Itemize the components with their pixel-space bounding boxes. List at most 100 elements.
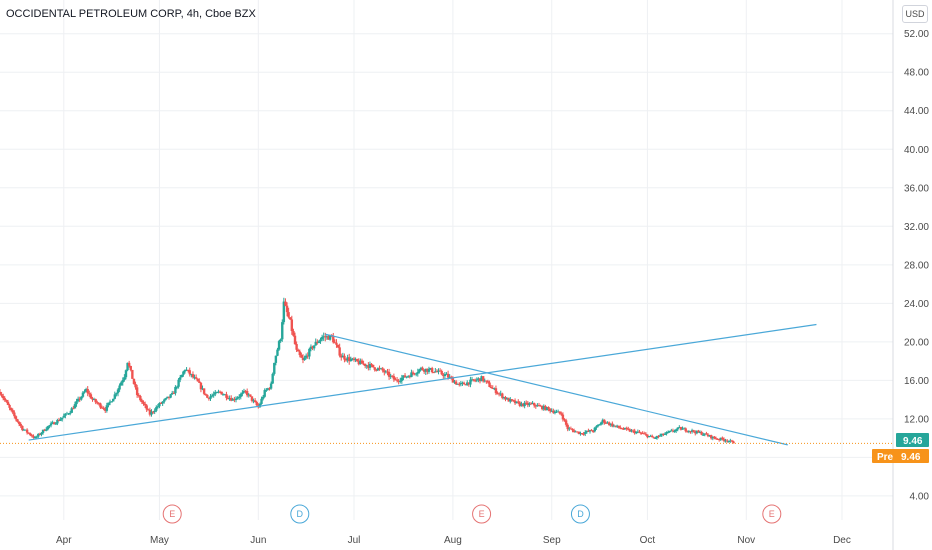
candle-body bbox=[298, 351, 301, 356]
candle-body bbox=[405, 376, 408, 378]
candle-body bbox=[352, 358, 356, 361]
price-tick-label: 48.00 bbox=[904, 68, 929, 79]
candle-body bbox=[21, 425, 24, 430]
time-tick-label: Oct bbox=[640, 535, 656, 546]
candle-body bbox=[670, 430, 673, 432]
candle-body bbox=[319, 339, 322, 342]
candle-body bbox=[483, 380, 486, 382]
candle-body bbox=[526, 402, 530, 406]
candle-body bbox=[569, 428, 573, 430]
candle-body bbox=[489, 386, 493, 389]
candle-body bbox=[633, 430, 636, 434]
candle-body bbox=[96, 402, 99, 404]
candle-body bbox=[491, 388, 494, 390]
candle-body bbox=[292, 330, 295, 336]
candle-body bbox=[654, 437, 657, 439]
candle-body bbox=[641, 433, 644, 435]
candle-body bbox=[78, 398, 81, 400]
candle-body bbox=[601, 419, 604, 423]
candle-body bbox=[214, 392, 217, 395]
candle-body bbox=[143, 403, 147, 406]
candle-body bbox=[378, 368, 381, 370]
candle-body bbox=[196, 378, 199, 382]
earnings-marker bbox=[162, 504, 182, 524]
candle-body bbox=[260, 398, 263, 404]
candle-body bbox=[43, 429, 46, 431]
candle-body bbox=[167, 396, 171, 398]
candle-body bbox=[649, 435, 652, 437]
candle-body bbox=[276, 349, 279, 356]
candle-body bbox=[139, 395, 142, 401]
candle-body bbox=[598, 424, 601, 426]
candle-body bbox=[518, 402, 522, 406]
candle-body bbox=[194, 377, 198, 379]
currency-button[interactable]: USD bbox=[902, 5, 928, 23]
candle-body bbox=[660, 433, 663, 436]
candle-body bbox=[351, 358, 354, 360]
candle-body bbox=[255, 402, 258, 406]
price-tick-label: 44.00 bbox=[904, 106, 929, 117]
candle-body bbox=[540, 405, 544, 410]
candle-body bbox=[579, 433, 582, 435]
candle-body bbox=[717, 439, 721, 441]
candle-body bbox=[27, 432, 30, 434]
candle-body bbox=[655, 436, 659, 438]
candle-body bbox=[0, 391, 2, 395]
candle-body bbox=[647, 436, 651, 438]
time-axis[interactable]: Apr May Jun Jul Aug Sep Oct Nov Dec bbox=[56, 535, 851, 546]
candle-body bbox=[0, 394, 3, 396]
candle-body bbox=[212, 394, 215, 396]
pre-market-price: 9.46 bbox=[901, 452, 921, 463]
candle-body bbox=[215, 392, 219, 394]
candle-body bbox=[576, 431, 579, 433]
pre-market-badge bbox=[872, 449, 929, 463]
candle-body bbox=[568, 428, 571, 430]
candle-body bbox=[700, 432, 703, 435]
price-badges: 9.46 Pre 9.46 bbox=[872, 433, 929, 463]
candle-body bbox=[54, 423, 58, 425]
candle-body bbox=[558, 411, 561, 414]
candle-body bbox=[606, 422, 609, 424]
candle-body bbox=[186, 369, 190, 371]
candle-body bbox=[357, 361, 360, 365]
candle-body bbox=[73, 404, 77, 409]
price-tick-label: 32.00 bbox=[904, 222, 929, 233]
candle-body bbox=[386, 371, 389, 373]
candle-body bbox=[51, 422, 54, 424]
candle-body bbox=[3, 398, 6, 401]
candle-body bbox=[172, 392, 176, 394]
candle-body bbox=[410, 372, 413, 378]
candle-body bbox=[710, 435, 713, 439]
candle-body bbox=[676, 427, 679, 430]
candle-body bbox=[493, 388, 496, 390]
candle-body bbox=[349, 359, 353, 362]
candle-body bbox=[68, 412, 72, 414]
candle-body bbox=[698, 432, 702, 434]
price-axis[interactable]: 4.008.0012.0016.0020.0024.0028.0032.0036… bbox=[904, 29, 929, 502]
candle-body bbox=[584, 432, 587, 434]
candle-body bbox=[13, 412, 16, 417]
candle-body bbox=[5, 400, 8, 402]
candle-body bbox=[400, 377, 404, 381]
candle-body bbox=[501, 393, 504, 398]
candle-body bbox=[239, 394, 242, 397]
candle-body bbox=[375, 369, 378, 371]
candle-body bbox=[595, 426, 598, 428]
candle-body bbox=[418, 369, 421, 373]
price-tick-label: 4.00 bbox=[910, 491, 930, 502]
candle-body bbox=[159, 402, 163, 404]
candle-body bbox=[230, 398, 233, 401]
candle-body bbox=[695, 430, 699, 434]
candle-body bbox=[443, 374, 447, 377]
trendline bbox=[28, 323, 817, 441]
candle-body bbox=[236, 397, 239, 399]
candle-body bbox=[548, 408, 552, 412]
candle-body bbox=[193, 377, 196, 379]
candle-body bbox=[105, 405, 109, 411]
candle-body bbox=[458, 383, 461, 385]
earnings-marker bbox=[472, 504, 492, 524]
candle-body bbox=[1, 395, 5, 399]
candle-body bbox=[467, 382, 471, 385]
